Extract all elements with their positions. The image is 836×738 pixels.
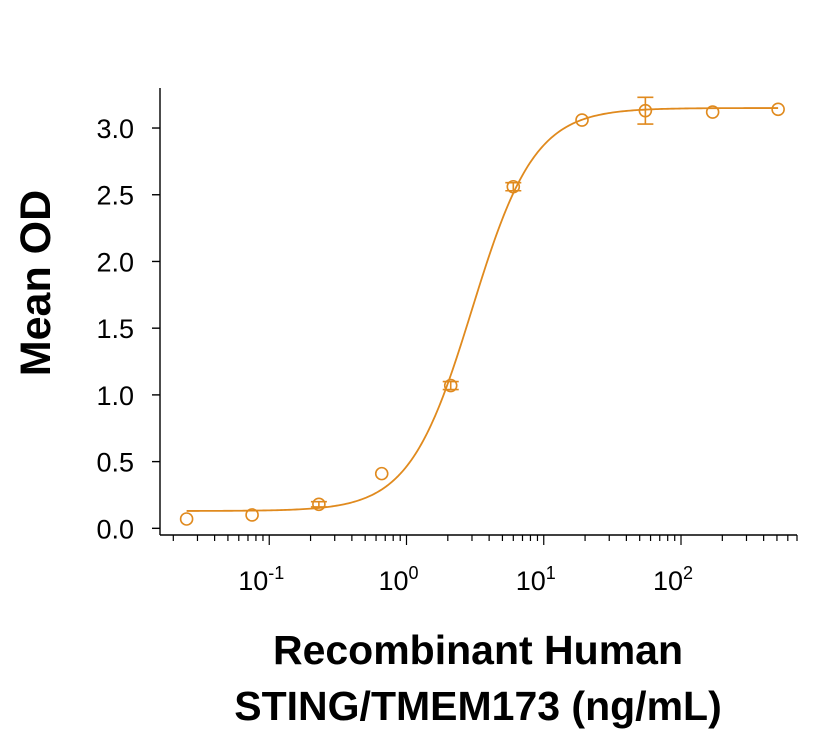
fit-curve-group	[186, 107, 779, 512]
y-tick-label: 2.5	[96, 181, 134, 211]
data-point	[638, 103, 653, 118]
data-point	[179, 512, 194, 526]
y-tick-label: 2.0	[96, 247, 134, 277]
x-tick-label: 102	[653, 563, 693, 596]
y-tick-label: 0.5	[96, 448, 134, 478]
data-point	[245, 508, 259, 522]
x-axis-title-line-2: STING/TMEM173 (ng/mL)	[234, 683, 721, 729]
data-point	[705, 105, 720, 119]
data-point	[312, 497, 326, 512]
y-tick-label: 0.0	[96, 514, 134, 544]
x-ticks: 10-1 100 101 102	[172, 535, 798, 596]
data-point	[443, 378, 458, 393]
data-point	[575, 113, 589, 127]
y-axis-title: Mean OD	[12, 190, 60, 376]
fit-curve	[186, 107, 779, 512]
x-tick-label: 100	[378, 563, 418, 596]
y-tick-label: 1.5	[96, 314, 134, 344]
data-point	[771, 102, 785, 117]
data-point	[506, 179, 521, 194]
y-tick-label: 1.0	[96, 381, 134, 411]
x-tick-label: 10-1	[238, 563, 284, 596]
y-ticks: 0.0 0.5 1.0 1.5 2.0 2.5 3.0	[96, 114, 160, 544]
data-points	[179, 96, 785, 526]
data-point	[374, 466, 389, 481]
axes	[159, 88, 797, 536]
x-axis-title-line-1: Recombinant Human	[273, 627, 683, 673]
x-tick-label: 101	[516, 563, 556, 596]
y-tick-label: 3.0	[96, 114, 134, 144]
